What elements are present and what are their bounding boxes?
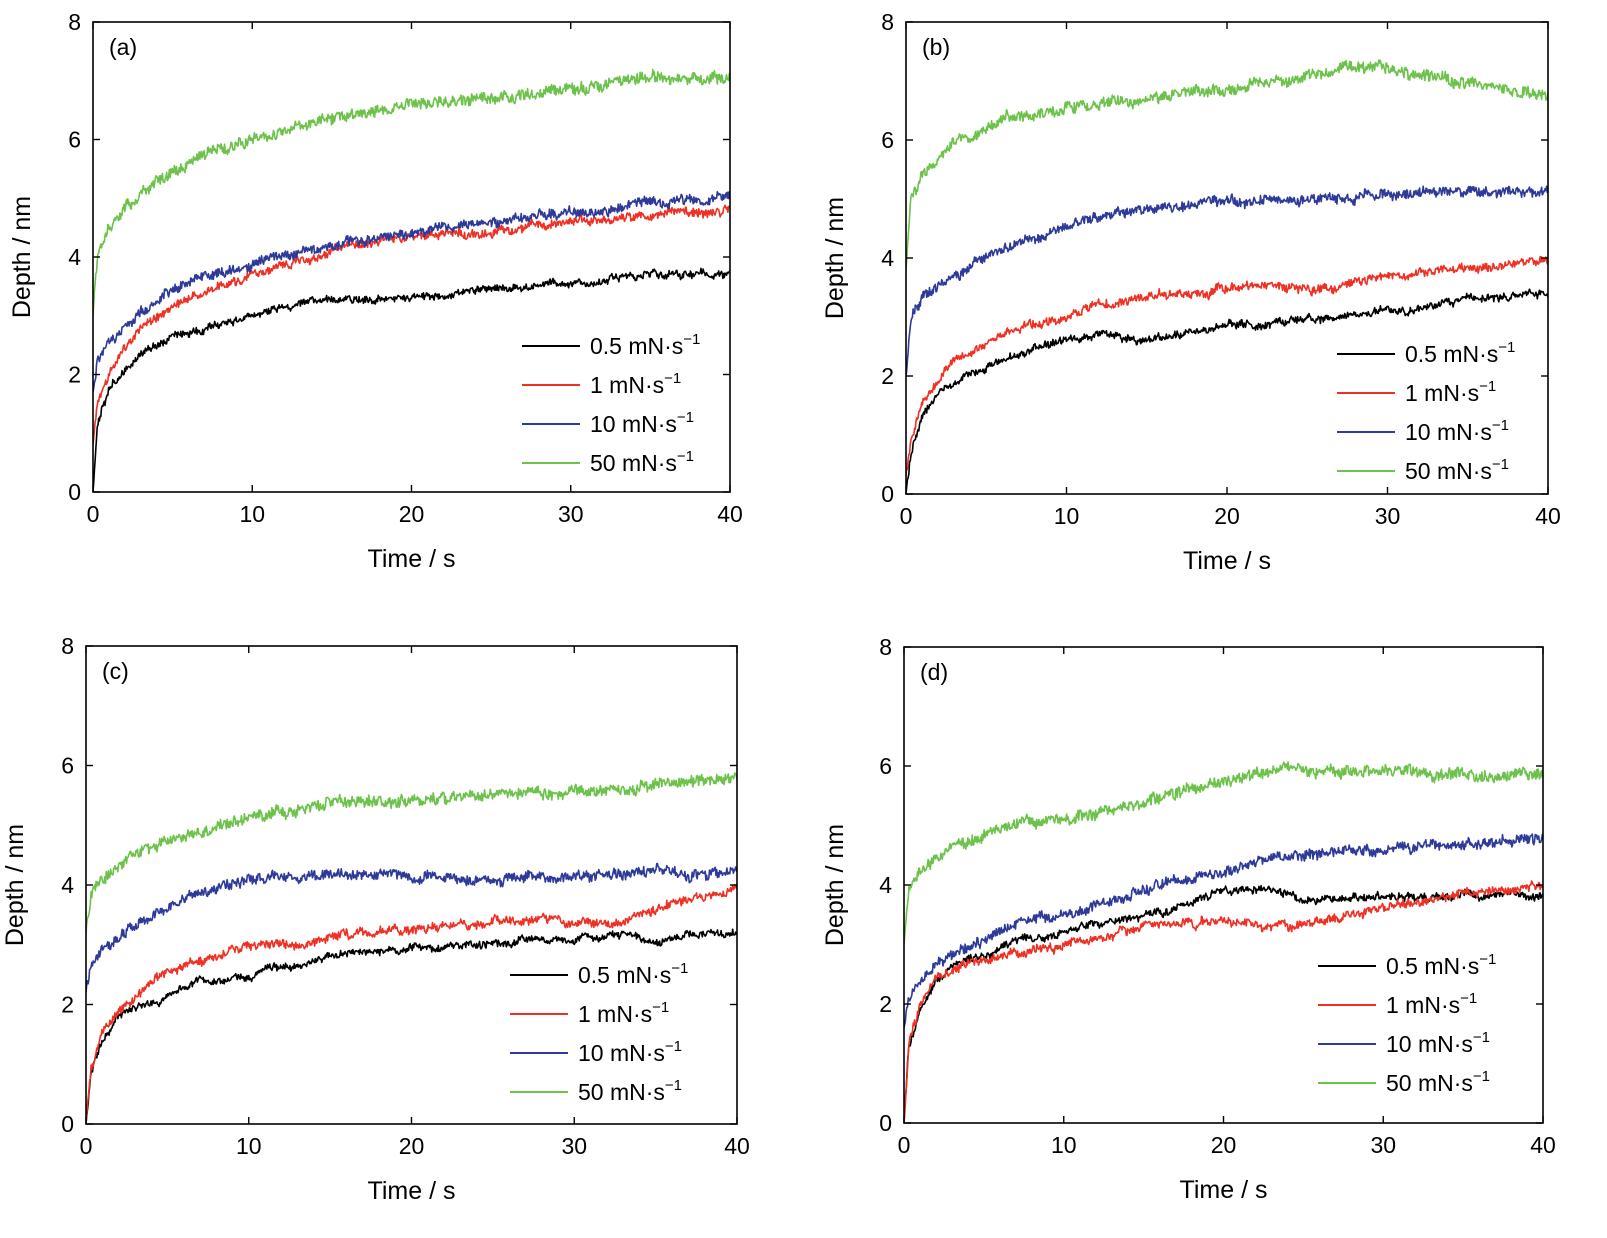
legend-entry: 0.5 mN·s−1 — [578, 960, 688, 988]
x-axis-label: Time / s — [368, 545, 456, 573]
y-tick-label: 8 — [68, 9, 81, 35]
legend-entry: 50 mN·s−1 — [1386, 1068, 1490, 1096]
series-line-3 — [86, 862, 737, 993]
panel-label: (c) — [102, 658, 129, 684]
series-line-1 — [86, 928, 737, 1124]
y-tick-label: 6 — [881, 127, 894, 153]
series-line-4 — [86, 772, 737, 933]
x-tick-label: 20 — [1214, 503, 1240, 529]
series-line-2 — [86, 883, 737, 1124]
legend: 0.5 mN·s−1 1 mN·s−1 10 mN·s−1 50 mN·s−1 — [522, 331, 700, 476]
panel-label: (d) — [920, 659, 948, 685]
x-tick-label: 40 — [717, 501, 743, 527]
legend-entry: 0.5 mN·s−1 — [1405, 339, 1515, 367]
y-tick-label: 6 — [68, 127, 81, 153]
x-tick-label: 30 — [1375, 503, 1401, 529]
series-line-3 — [906, 185, 1548, 377]
legend-entry: 1 mN·s−1 — [590, 370, 681, 398]
y-tick-label: 8 — [881, 9, 894, 35]
y-tick-label: 0 — [68, 479, 81, 505]
x-tick-label: 40 — [1530, 1132, 1556, 1158]
chart-panel-d: 0 10 20 30 40 0 2 4 6 8 Time / s Depth / nm (d) 0.5 m… — [821, 634, 1556, 1204]
x-tick-label: 40 — [1535, 503, 1561, 529]
x-axis-label: Time / s — [1180, 1176, 1268, 1204]
y-axis-label: Depth / nm — [8, 196, 36, 318]
series-line-4 — [93, 68, 730, 316]
y-tick-label: 0 — [881, 481, 894, 507]
series-line-2 — [904, 880, 1543, 1123]
x-tick-label: 0 — [898, 1132, 911, 1158]
legend-entry: 50 mN·s−1 — [578, 1077, 682, 1105]
y-tick-label: 6 — [61, 753, 74, 779]
x-tick-label: 10 — [1051, 1132, 1077, 1158]
legend-entry: 50 mN·s−1 — [590, 448, 694, 476]
x-tick-label: 30 — [561, 1133, 587, 1159]
chart-panel-c: 0 10 20 30 40 0 2 4 6 8 Time / s Depth / nm (c) 0.5 m… — [1, 633, 750, 1205]
y-tick-label: 8 — [879, 634, 892, 660]
x-tick-label: 30 — [558, 501, 584, 527]
series-line-3 — [93, 191, 730, 393]
y-tick-label: 0 — [61, 1111, 74, 1137]
legend: 0.5 mN·s−1 1 mN·s−1 10 mN·s−1 50 mN·s−1 — [1318, 951, 1496, 1096]
x-tick-label: 0 — [900, 503, 913, 529]
y-tick-label: 0 — [879, 1110, 892, 1136]
y-axis-label: Depth / nm — [1, 824, 29, 946]
y-tick-label: 4 — [881, 245, 894, 271]
x-tick-label: 20 — [399, 1133, 425, 1159]
x-tick-label: 10 — [1054, 503, 1080, 529]
series-line-2 — [906, 255, 1548, 477]
y-tick-label: 2 — [68, 362, 81, 388]
y-axis-label: Depth / nm — [821, 824, 849, 946]
x-tick-label: 0 — [80, 1133, 93, 1159]
legend-entry: 10 mN·s−1 — [578, 1038, 682, 1066]
y-tick-label: 2 — [61, 992, 74, 1018]
x-tick-label: 10 — [236, 1133, 262, 1159]
series-line-3 — [904, 833, 1543, 1028]
legend-entry: 10 mN·s−1 — [590, 409, 694, 437]
series-line-4 — [906, 59, 1548, 270]
chart-panel-a: 0 10 20 30 40 0 2 4 6 8 Time / s Depth / nm (a) 0.5 m… — [8, 9, 743, 573]
x-tick-label: 10 — [239, 501, 265, 527]
y-tick-label: 6 — [879, 753, 892, 779]
legend-entry: 10 mN·s−1 — [1405, 417, 1509, 445]
y-tick-label: 4 — [68, 244, 81, 270]
series-line-1 — [904, 884, 1543, 1123]
y-tick-label: 4 — [879, 872, 892, 898]
series-line-1 — [93, 267, 730, 492]
legend-entry: 0.5 mN·s−1 — [590, 331, 700, 359]
x-axis-label: Time / s — [1183, 547, 1271, 575]
series-line-4 — [904, 761, 1543, 945]
y-axis-label: Depth / nm — [821, 197, 849, 319]
legend-entry: 10 mN·s−1 — [1386, 1029, 1490, 1057]
series-line-1 — [906, 288, 1548, 494]
legend-entry: 1 mN·s−1 — [1386, 990, 1477, 1018]
panel-label: (b) — [922, 34, 950, 60]
y-tick-label: 8 — [61, 633, 74, 659]
y-tick-label: 2 — [879, 991, 892, 1017]
legend-entry: 0.5 mN·s−1 — [1386, 951, 1496, 979]
legend: 0.5 mN·s−1 1 mN·s−1 10 mN·s−1 50 mN·s−1 — [510, 960, 688, 1105]
x-axis-label: Time / s — [368, 1177, 456, 1205]
legend-entry: 1 mN·s−1 — [578, 999, 669, 1027]
legend-entry: 1 mN·s−1 — [1405, 378, 1496, 406]
y-tick-label: 4 — [61, 872, 74, 898]
x-tick-label: 30 — [1370, 1132, 1396, 1158]
legend: 0.5 mN·s−1 1 mN·s−1 10 mN·s−1 50 mN·s−1 — [1337, 339, 1515, 484]
y-tick-label: 2 — [881, 363, 894, 389]
panel-label: (a) — [109, 34, 137, 60]
x-tick-label: 0 — [87, 501, 100, 527]
x-tick-label: 20 — [1211, 1132, 1237, 1158]
series-line-2 — [93, 204, 730, 446]
chart-panel-b: 0 10 20 30 40 0 2 4 6 8 Time / s Depth / nm (b) 0.5 m… — [821, 9, 1561, 575]
legend-entry: 50 mN·s−1 — [1405, 456, 1509, 484]
x-tick-label: 40 — [724, 1133, 750, 1159]
x-tick-label: 20 — [399, 501, 425, 527]
